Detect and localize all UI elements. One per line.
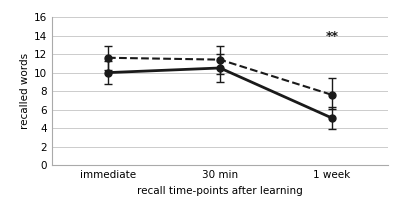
Text: **: ** [326, 30, 338, 43]
Y-axis label: recalled words: recalled words [20, 53, 30, 129]
X-axis label: recall time-points after learning: recall time-points after learning [137, 186, 303, 196]
